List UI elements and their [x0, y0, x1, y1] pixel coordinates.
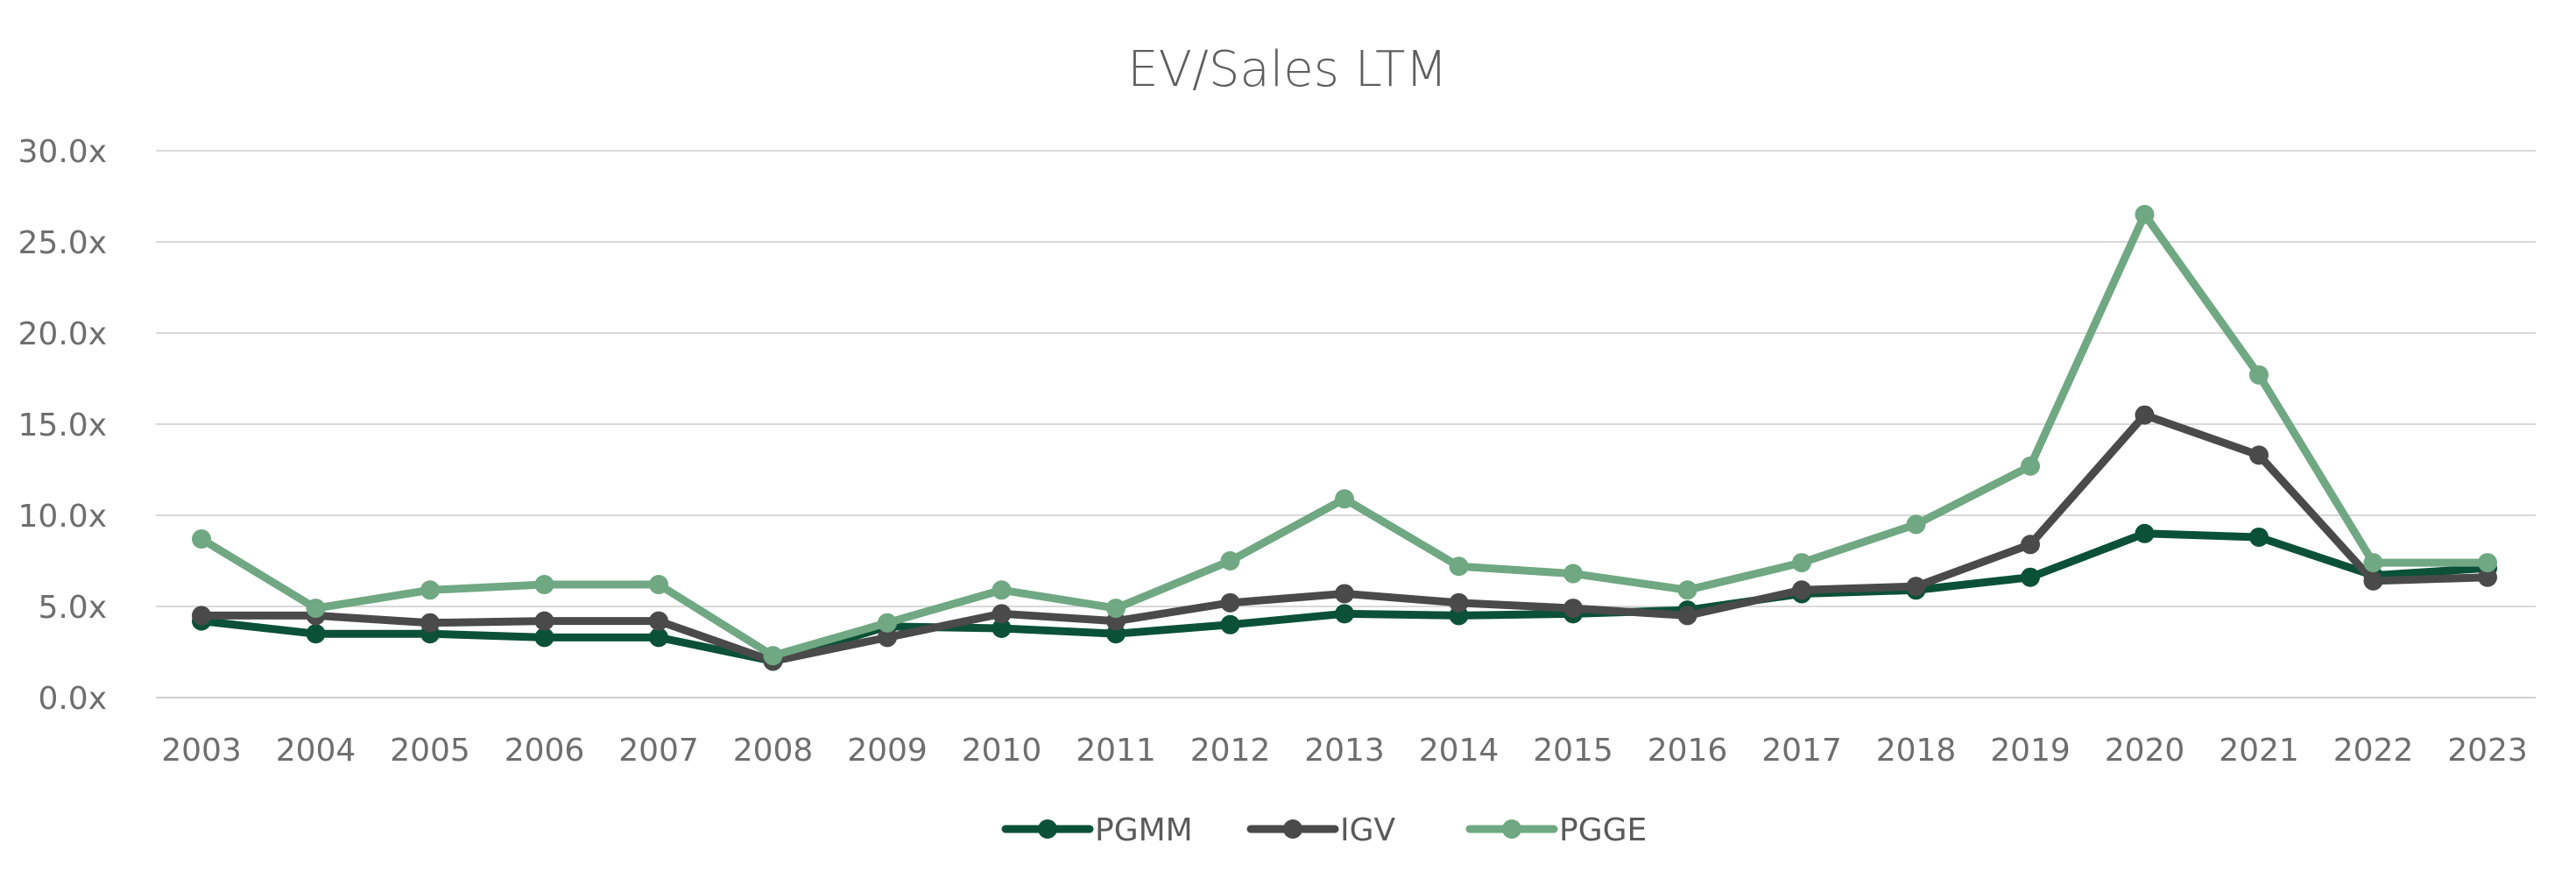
data-point	[1335, 489, 1354, 509]
data-point	[1563, 563, 1583, 584]
data-point	[2363, 571, 2383, 591]
data-point	[1335, 584, 1354, 604]
data-point	[649, 627, 668, 648]
legend-label: PGGE	[1559, 812, 1647, 848]
data-point	[1220, 551, 1240, 571]
x-tick-label: 2020	[2105, 733, 2185, 769]
x-tick-label: 2023	[2447, 733, 2528, 769]
data-point	[878, 627, 897, 648]
x-tick-label: 2016	[1648, 733, 1728, 769]
x-tick-label: 2021	[2219, 733, 2299, 769]
legend-marker	[1038, 819, 1057, 839]
data-point	[878, 613, 897, 633]
x-tick-label: 2014	[1419, 733, 1500, 769]
data-point	[2021, 567, 2040, 587]
data-point	[2249, 527, 2269, 547]
data-point	[1563, 599, 1583, 619]
y-tick-label: 25.0x	[18, 225, 107, 261]
legend-marker	[1502, 819, 1521, 839]
x-tick-label: 2017	[1761, 733, 1842, 769]
x-tick-label: 2004	[276, 733, 356, 769]
data-point	[1449, 556, 1469, 577]
series-pgge	[192, 204, 2497, 666]
x-tick-label: 2013	[1304, 733, 1385, 769]
x-tick-label: 2011	[1076, 733, 1156, 769]
data-point	[1335, 604, 1354, 624]
x-tick-label: 2009	[847, 733, 928, 769]
data-point	[2135, 405, 2155, 425]
x-tick-label: 2007	[618, 733, 699, 769]
data-point	[2478, 567, 2497, 587]
data-point	[420, 613, 440, 633]
data-point	[1220, 614, 1240, 634]
y-tick-label: 5.0x	[38, 590, 107, 626]
data-point	[420, 580, 440, 600]
x-tick-label: 2010	[962, 733, 1042, 769]
chart-title: EV/Sales LTM	[1127, 41, 1447, 98]
data-point	[306, 624, 326, 644]
data-point	[992, 580, 1012, 600]
data-point	[2478, 553, 2497, 573]
data-point	[306, 599, 326, 619]
legend-item-pgge: PGGE	[1465, 812, 1647, 848]
data-point	[763, 646, 783, 666]
data-point	[1449, 592, 1469, 613]
gridlines	[156, 150, 2536, 698]
data-point	[1792, 580, 1811, 600]
legend-item-pgmm: PGMM	[1001, 812, 1193, 848]
data-point	[1677, 606, 1697, 626]
data-point	[2021, 456, 2040, 476]
y-tick-label: 30.0x	[18, 134, 107, 170]
legend-label: IGV	[1340, 812, 1396, 848]
data-point	[649, 575, 668, 595]
x-tick-label: 2006	[505, 733, 585, 769]
data-point	[1106, 599, 1126, 619]
x-tick-label: 2022	[2333, 733, 2414, 769]
y-axis-ticks: 0.0x 5.0x 10.0x 15.0x 20.0x 25.0x 30.0x	[18, 134, 107, 717]
x-tick-label: 2008	[733, 733, 814, 769]
data-point	[192, 606, 211, 626]
data-point	[1906, 577, 1926, 597]
x-tick-label: 2015	[1533, 733, 1613, 769]
series-pgmm	[192, 523, 2497, 671]
data-point	[2135, 204, 2155, 224]
x-tick-label: 2019	[1990, 733, 2071, 769]
data-point	[534, 575, 554, 595]
legend-label: PGMM	[1095, 812, 1193, 848]
data-point	[1677, 580, 1697, 600]
legend: PGMM IGV PGGE	[1001, 812, 1647, 848]
data-point	[2249, 365, 2269, 385]
series-igv	[192, 405, 2497, 671]
data-point	[192, 529, 211, 549]
series-lines	[192, 204, 2497, 671]
data-point	[534, 611, 554, 631]
data-point	[534, 627, 554, 648]
data-point	[649, 611, 668, 631]
legend-item-igv: IGV	[1246, 812, 1396, 848]
data-point	[1220, 592, 1240, 613]
data-point	[1906, 514, 1926, 535]
data-point	[2135, 523, 2155, 543]
data-point	[2021, 535, 2040, 555]
x-tick-label: 2003	[161, 733, 242, 769]
x-tick-label: 2005	[390, 733, 470, 769]
y-tick-label: 20.0x	[18, 316, 107, 352]
y-tick-label: 15.0x	[18, 408, 107, 443]
data-point	[992, 604, 1012, 624]
data-point	[992, 618, 1012, 638]
data-point	[2249, 445, 2269, 465]
x-axis-ticks: 2003 2004 2005 2006 2007 2008 2009 2010 2011 2012…	[161, 733, 2528, 769]
data-point	[1792, 553, 1811, 573]
y-tick-label: 10.0x	[18, 499, 107, 535]
data-point	[2363, 553, 2383, 573]
x-tick-label: 2018	[1876, 733, 1957, 769]
y-tick-label: 0.0x	[38, 681, 107, 717]
legend-marker	[1283, 819, 1302, 839]
x-tick-label: 2012	[1190, 733, 1271, 769]
